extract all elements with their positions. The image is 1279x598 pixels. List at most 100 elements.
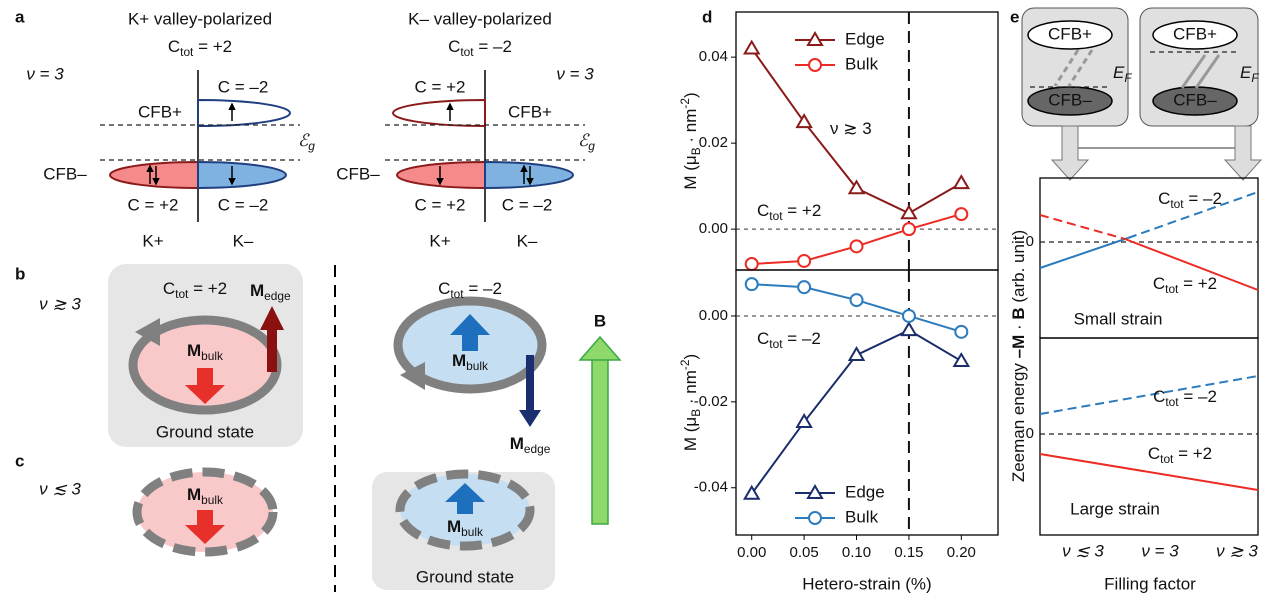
data-line [752, 214, 962, 264]
data-point [902, 206, 916, 218]
total-chern-part: C [168, 37, 180, 56]
annotation: ν ≳ 3 [830, 119, 872, 138]
gap-label: ℰg [578, 131, 595, 153]
chern-label: C = +2 [414, 195, 465, 214]
valley-label: K+ [429, 231, 450, 250]
y-tick-label: 0.02 [699, 134, 728, 151]
fermi-label-part: E [1240, 63, 1252, 82]
y-axis-label-part: ) [681, 354, 700, 360]
total-chern-part: = +2 [188, 279, 227, 298]
band-schematic-e-part [1052, 126, 1088, 180]
filling-label: ν = 3 [556, 64, 594, 83]
data-point [851, 294, 863, 306]
strain-label: Small strain [1074, 309, 1163, 328]
bulk-magnetization-part: M [187, 341, 201, 360]
edge-magnetization-part: edge [524, 442, 551, 456]
valley-title: K+ valley-polarized [128, 9, 272, 28]
bulk-magnetization-part: M [447, 517, 461, 536]
x-tick-label: 0.05 [790, 544, 819, 561]
band-schematic-e-part [1225, 126, 1261, 180]
data-point [903, 310, 915, 322]
legend-label: Edge [845, 482, 885, 501]
annotation-part: = –2 [783, 329, 821, 348]
annotation-part: C [757, 201, 769, 220]
y-axis-label-part: B [689, 409, 703, 417]
annotation: Ctot = –2 [757, 329, 821, 351]
data-line [752, 284, 962, 332]
data-point [954, 354, 968, 366]
annotation-part: tot [769, 337, 783, 351]
data-point [746, 258, 758, 270]
filling-label: ν ≳ 3 [39, 294, 81, 313]
total-chern-part: tot [175, 287, 189, 301]
band-schematic-e [1022, 8, 1261, 535]
state-label-part: = +2 [1173, 444, 1212, 463]
total-chern-part: = –2 [474, 37, 512, 56]
chern-label: C = +2 [127, 195, 178, 214]
band-diagram-right-part [397, 162, 485, 188]
valley-label: K– [517, 231, 538, 250]
data-point [746, 278, 758, 290]
y-axis-label-part: B [1009, 307, 1028, 319]
band-label: CFB+ [508, 102, 552, 121]
data-point [851, 240, 863, 252]
panel-label: e [1010, 7, 1019, 26]
y-tick-label: 0 [1026, 425, 1034, 442]
valley-label: K– [233, 231, 254, 250]
x-tick-label: 0.00 [737, 544, 766, 561]
band-label: CFB+ [1173, 24, 1217, 43]
band-label: CFB+ [1048, 24, 1092, 43]
annotation-part: C [757, 329, 769, 348]
y-axis-label-part: -2 [678, 359, 692, 370]
bulk-magnetization-part: M [452, 351, 466, 370]
legend-marker [809, 512, 821, 524]
plot-frame [736, 12, 998, 270]
annotation-part: ν ≳ 3 [830, 119, 872, 138]
chern-label: C = –2 [502, 195, 553, 214]
y-tick-label: 0 [1026, 233, 1034, 250]
state-label-part: = –2 [1179, 387, 1217, 406]
y-axis-label-part: Zeeman energy [1009, 358, 1028, 482]
x-axis-label: Hetero-strain (%) [802, 574, 931, 593]
edge-magnetization: Medge [510, 434, 551, 456]
data-point [954, 176, 968, 188]
total-chern: Ctot = +2 [163, 279, 227, 301]
edge-magnetization-part: M [510, 434, 524, 453]
y-axis-label-part: · [1009, 320, 1028, 335]
y-tick-label: -0.04 [694, 479, 728, 496]
data-point [850, 348, 864, 360]
band-diagram-right-part [393, 100, 485, 126]
y-tick-label: 0.04 [699, 48, 728, 65]
legend-label: Edge [845, 29, 885, 48]
panel-label: c [15, 451, 24, 470]
magnetization-diagram-b-part [592, 358, 608, 524]
state-label-part: = –2 [1184, 189, 1222, 208]
x-tick-label: ν = 3 [1141, 541, 1179, 560]
magnetization-diagram-b-part [526, 355, 534, 411]
bulk-magnetization-part: bulk [201, 349, 223, 363]
valley-label: K+ [142, 231, 163, 250]
band-diagram-left-part [198, 162, 286, 188]
bulk-magnetization-part: M [187, 485, 201, 504]
y-tick-label: 0.00 [699, 220, 728, 237]
magnetization-diagram-b-part [580, 337, 620, 360]
field-label: B [594, 311, 606, 330]
state-label: Ctot = +2 [1153, 274, 1217, 296]
total-chern: Ctot = –2 [438, 279, 502, 301]
y-axis-label-part: B [689, 147, 703, 155]
x-tick-label: ν ≳ 3 [1216, 541, 1258, 560]
gap-label: ℰg [298, 131, 315, 153]
magnetization-diagram-c-part [457, 500, 473, 514]
fermi-label-part: F [1251, 71, 1259, 85]
state-label-part: C [1153, 274, 1165, 293]
band-diagram-left-part [198, 100, 290, 126]
state-label-part: tot [1165, 282, 1179, 296]
total-chern-part: = +2 [193, 37, 232, 56]
figure: abcdeK+ valley-polarizedCtot = +2ν = 3CF… [0, 0, 1279, 598]
x-tick-label: ν ≲ 3 [1062, 541, 1104, 560]
total-chern: Ctot = +2 [168, 37, 232, 59]
legend-label: Bulk [845, 54, 879, 73]
panel-label: d [702, 7, 712, 26]
band-label: CFB– [336, 164, 380, 183]
y-axis-label-part: M (μ [681, 417, 700, 451]
